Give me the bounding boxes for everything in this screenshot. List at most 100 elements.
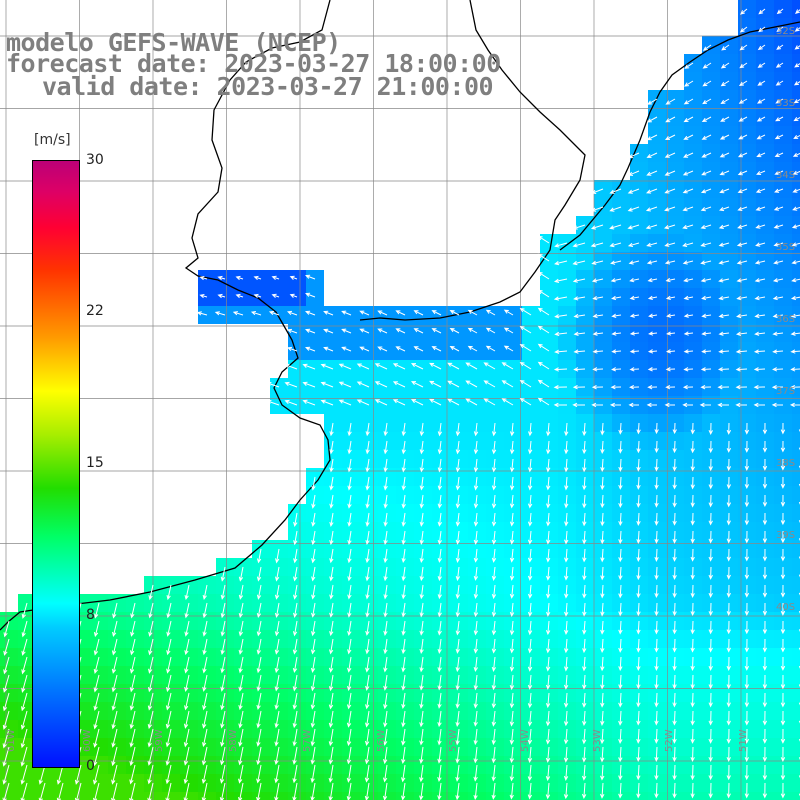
wind-arrow (2, 692, 10, 712)
wind-arrow (346, 692, 352, 710)
wind-arrow (274, 638, 280, 655)
wind-arrow (473, 638, 479, 654)
wind-arrow (437, 620, 442, 636)
wind-arrow (21, 602, 28, 619)
wind-arrow (682, 206, 694, 212)
wind-arrow (311, 476, 316, 491)
wind-arrow (365, 512, 370, 527)
wind-arrow (564, 602, 569, 617)
wind-arrow (611, 349, 622, 354)
wind-arrow (654, 782, 659, 799)
wind-arrow (292, 692, 298, 710)
wind-arrow (220, 584, 226, 600)
wind-arrow (618, 512, 623, 527)
wind-arrow (329, 566, 334, 582)
wind-arrow (600, 566, 605, 581)
wind-cell (792, 486, 800, 504)
wind-arrow (721, 44, 730, 51)
wind-arrow (701, 331, 712, 336)
wind-arrow (365, 458, 370, 473)
wind-arrow (665, 367, 676, 372)
wind-arrow (563, 746, 569, 763)
wind-arrow (772, 349, 784, 354)
wind-arrow (572, 402, 586, 408)
wind-arrow (419, 440, 425, 455)
wind-arrow (527, 584, 533, 599)
wind-arrow (419, 656, 424, 673)
wind-arrow (564, 440, 569, 455)
wind-arrow (683, 134, 694, 140)
colorbar-tick: 8 (86, 607, 95, 623)
wind-arrow (383, 692, 388, 710)
wind-arrow (329, 458, 334, 473)
wind-arrow (527, 566, 533, 581)
wind-arrow (359, 310, 370, 316)
wind-arrow (392, 363, 406, 370)
lon-label: 53W (592, 729, 603, 752)
wind-arrow (166, 638, 172, 656)
wind-arrow (582, 620, 587, 635)
wind-arrow (347, 638, 352, 655)
wind-arrow (401, 764, 406, 783)
wind-arrow (437, 764, 442, 783)
wind-cell (792, 594, 800, 612)
wind-arrow (591, 260, 604, 265)
wind-arrow (563, 674, 569, 690)
wind-arrow (473, 566, 479, 581)
wind-arrow (235, 275, 244, 281)
wind-arrow (546, 548, 551, 563)
wind-arrow (664, 170, 676, 176)
wind-arrow (519, 361, 532, 370)
wind-arrow (455, 728, 460, 746)
wind-arrow (736, 295, 748, 301)
wind-arrow (636, 620, 641, 635)
wind-arrow (690, 656, 695, 671)
wind-arrow (726, 782, 731, 799)
wind-arrow (527, 638, 533, 654)
wind-arrow (184, 692, 190, 711)
wind-arrow (274, 620, 280, 637)
wind-cell (792, 468, 800, 486)
wind-arrow (682, 242, 694, 247)
wind-arrow (744, 530, 750, 544)
wind-arrow (413, 346, 424, 352)
wind-arrow (365, 674, 370, 691)
wind-arrow (214, 311, 226, 316)
wind-arrow (328, 692, 334, 710)
wind-arrow (491, 620, 497, 636)
wind-arrow (690, 602, 695, 617)
wind-arrow (629, 331, 640, 336)
wind-arrow (401, 656, 406, 673)
wind-arrow (130, 620, 136, 637)
wind-arrow (401, 584, 406, 600)
wind-arrow (2, 710, 10, 730)
lon-label: 58W (228, 729, 239, 752)
wind-arrow (437, 782, 442, 800)
wind-arrow (147, 692, 154, 711)
wind-arrow (618, 440, 623, 454)
wind-arrow (527, 710, 533, 727)
wind-arrow (232, 311, 244, 316)
wind-arrow (93, 656, 100, 675)
wind-arrow (383, 440, 388, 455)
wind-arrow (238, 782, 244, 800)
wind-arrow (305, 292, 316, 298)
wind-arrow (735, 402, 748, 408)
wind-arrow (592, 331, 604, 336)
wind-cell (792, 702, 800, 720)
wind-arrow (166, 620, 172, 637)
wind-arrow (346, 710, 352, 728)
wind-arrow (646, 116, 658, 123)
wind-arrow (21, 638, 28, 656)
wind-arrow (111, 746, 118, 767)
lat-label: 37S (776, 386, 795, 397)
wind-arrow (328, 656, 334, 673)
wind-arrow (618, 728, 623, 745)
wind-arrow (491, 458, 497, 473)
wind-arrow (636, 728, 641, 744)
wind-arrow (611, 295, 622, 301)
wind-arrow (754, 331, 766, 336)
wind-arrow (645, 206, 658, 212)
wind-arrow (546, 476, 551, 491)
wind-arrow (253, 293, 262, 299)
